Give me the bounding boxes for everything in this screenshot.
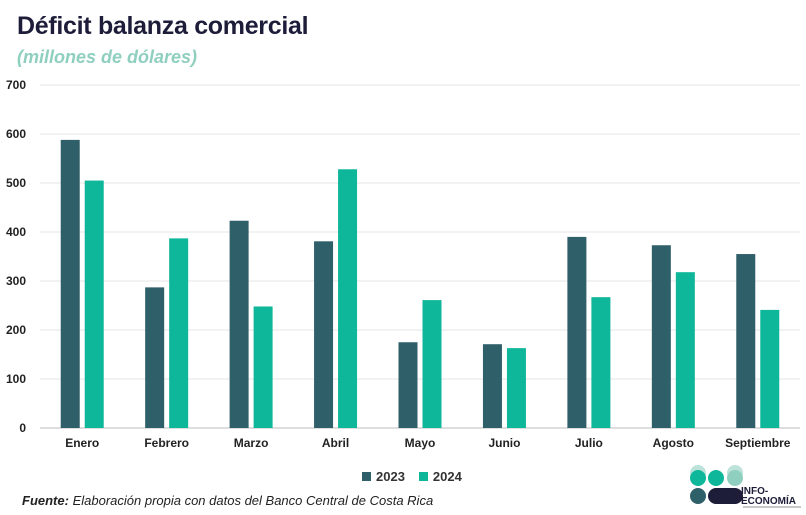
- y-axis: 0 100 200 300 400 500 600 700: [6, 78, 26, 435]
- info-economia-logo: [690, 465, 743, 504]
- legend-item-2023: 2023: [362, 469, 405, 484]
- bar-2024-septiembre: [760, 309, 780, 428]
- bar-2024-abril: [338, 169, 358, 428]
- bar-2023-agosto: [651, 245, 671, 428]
- bar-2024-febrero: [169, 238, 189, 428]
- y-tick-label: 0: [19, 421, 26, 435]
- bar-2023-abril: [314, 241, 334, 428]
- bar-2023-enero: [60, 139, 80, 428]
- x-tick-label-agosto: Agosto: [653, 436, 694, 450]
- chart-subtitle: (millones de dólares): [17, 47, 198, 67]
- x-tick-label-febrero: Febrero: [144, 436, 189, 450]
- legend-label-2023: 2023: [376, 469, 405, 484]
- y-tick-label: 400: [6, 225, 26, 239]
- y-tick-label: 300: [6, 274, 26, 288]
- y-tick-label: 500: [6, 176, 26, 190]
- x-tick-label-marzo: Marzo: [234, 436, 269, 450]
- bar-2023-septiembre: [736, 254, 756, 428]
- bar-2024-agosto: [675, 272, 695, 428]
- x-tick-label-junio: Junio: [488, 436, 520, 450]
- source-text: Elaboración propia con datos del Banco C…: [68, 493, 434, 508]
- y-tick-label: 600: [6, 127, 26, 141]
- source-label: Fuente:: [22, 493, 69, 508]
- legend-label-2024: 2024: [432, 469, 462, 484]
- bar-2023-mayo: [398, 342, 418, 428]
- bar-2023-marzo: [229, 220, 249, 428]
- x-tick-label-mayo: Mayo: [405, 436, 436, 450]
- bars: [60, 139, 780, 428]
- logo-tagline: [743, 506, 801, 508]
- legend-swatch-2024: [418, 472, 428, 481]
- x-tick-label-septiembre: Septiembre: [725, 436, 791, 450]
- x-tick-label-julio: Julio: [575, 436, 603, 450]
- bar-2024-mayo: [422, 300, 442, 428]
- x-tick-label-enero: Enero: [65, 436, 99, 450]
- bar-2024-julio: [591, 297, 611, 428]
- gridlines: [40, 84, 800, 429]
- source-note: Fuente: Elaboración propia con datos del…: [22, 493, 433, 508]
- x-tick-label-abril: Abril: [322, 436, 349, 450]
- legend-swatch-2023: [362, 472, 371, 481]
- y-tick-label: 100: [6, 372, 26, 386]
- bar-2023-julio: [567, 236, 587, 428]
- y-tick-label: 200: [6, 323, 26, 337]
- bar-2023-junio: [482, 344, 502, 428]
- logo-text: INFO- ECONOMÍA: [741, 486, 796, 507]
- legend: 2023 2024: [362, 469, 462, 484]
- chart-title: Déficit balanza comercial: [17, 12, 309, 40]
- bar-2024-enero: [84, 180, 104, 428]
- legend-item-2024: 2024: [418, 469, 462, 484]
- bar-2024-marzo: [253, 306, 273, 428]
- bar-2024-junio: [506, 348, 526, 428]
- x-axis: Enero Febrero Marzo Abril Mayo Junio Julio Agos…: [65, 436, 791, 450]
- bar-2023-febrero: [145, 287, 165, 428]
- y-tick-label: 700: [6, 78, 26, 92]
